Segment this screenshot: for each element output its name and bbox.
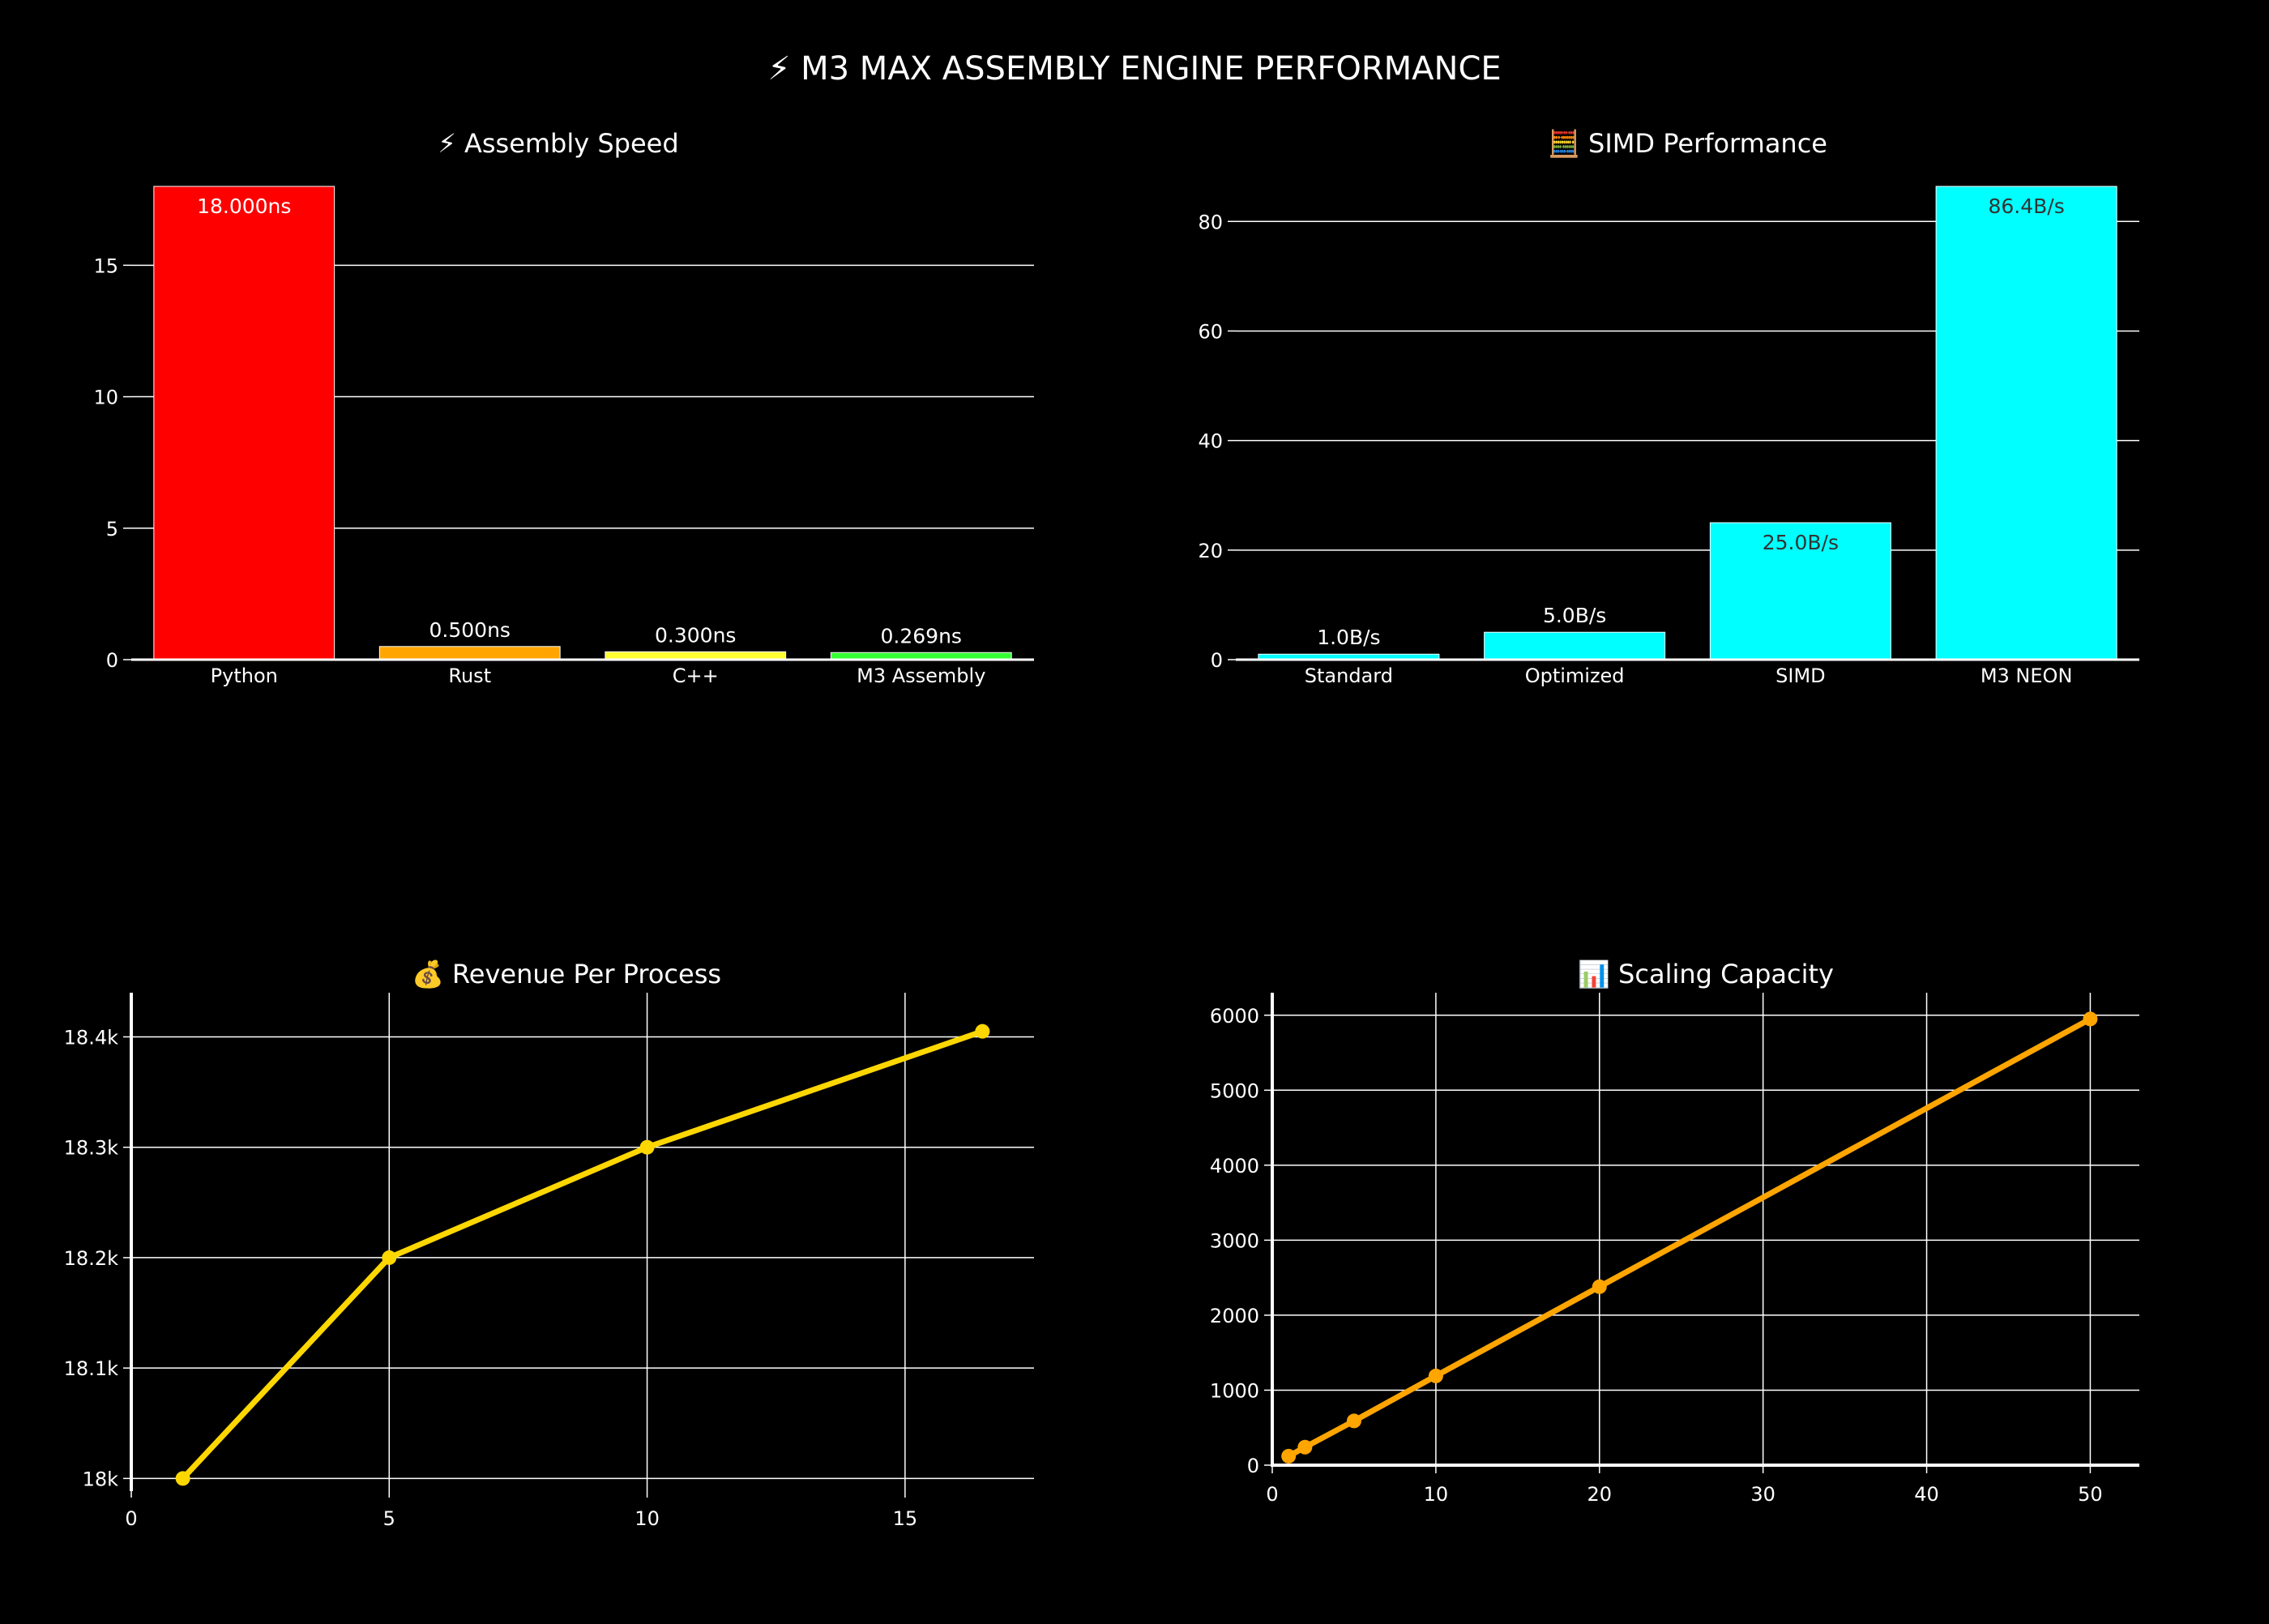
bar — [1709, 522, 1891, 660]
bar-data-label: 0.300ns — [655, 623, 736, 647]
chart-title: 💰 Revenue Per Process — [412, 959, 721, 989]
data-point — [1297, 1439, 1313, 1455]
bar-data-label: 18.000ns — [197, 194, 291, 218]
y-tick-label: 0 — [106, 649, 118, 672]
y-tick-label: 18.3k — [64, 1137, 118, 1160]
charts-group: ⚡ Assembly Speed 0 5 10 15 18.000ns Python 0.50… — [64, 128, 2139, 1530]
y-tick-label: 1000 — [1210, 1379, 1259, 1402]
x-tick-label: 30 — [1750, 1483, 1775, 1506]
bar-data-label: 5.0B/s — [1543, 604, 1606, 627]
x-tick-label: 10 — [1424, 1483, 1449, 1506]
data-point — [382, 1250, 397, 1265]
y-tick-label: 10 — [93, 387, 118, 409]
bar-data-label: 0.500ns — [429, 618, 511, 642]
y-tick-label: 0 — [1247, 1455, 1259, 1477]
y-tick-label: 0 — [1211, 649, 1223, 672]
y-tick-label: 4000 — [1210, 1155, 1259, 1177]
bar-data-label: 1.0B/s — [1317, 626, 1380, 649]
y-tick-label: 18.4k — [64, 1026, 118, 1049]
y-tick-label: 18k — [83, 1468, 119, 1490]
y-tick-label: 18.2k — [64, 1247, 118, 1270]
chart-assembly-speed: ⚡ Assembly Speed 0 5 10 15 18.000ns Python 0.50… — [93, 128, 1034, 687]
y-tick-label: 2000 — [1210, 1305, 1259, 1327]
y-tick-label: 40 — [1198, 430, 1223, 453]
y-tick-label: 18.1k — [64, 1357, 118, 1380]
chart-title: 🧮 SIMD Performance — [1548, 128, 1827, 159]
data-point — [1428, 1368, 1443, 1383]
bar-data-label: 25.0B/s — [1763, 531, 1839, 554]
y-tick-label: 3000 — [1210, 1229, 1259, 1252]
y-tick-label: 5 — [106, 518, 118, 541]
y-tick-label: 5000 — [1210, 1079, 1259, 1102]
series-line — [181, 1028, 984, 1481]
x-category-label: Standard — [1305, 665, 1393, 687]
bar — [153, 186, 335, 660]
x-category-label: Python — [211, 665, 278, 687]
bar — [1935, 186, 2117, 660]
x-category-label: M3 NEON — [1981, 665, 2073, 687]
y-tick-label: 80 — [1198, 211, 1223, 233]
x-category-label: Rust — [448, 665, 491, 687]
data-point — [639, 1139, 655, 1155]
bar-data-label: 0.269ns — [881, 624, 962, 647]
chart-title: ⚡ Assembly Speed — [438, 128, 678, 159]
bar — [1484, 631, 1666, 660]
data-point — [1281, 1448, 1297, 1464]
y-tick-label: 20 — [1198, 540, 1223, 562]
bar — [378, 646, 561, 660]
x-tick-label: 40 — [1914, 1483, 1939, 1506]
x-tick-label: 0 — [125, 1507, 137, 1530]
y-tick-label: 6000 — [1210, 1005, 1259, 1028]
x-tick-label: 50 — [2078, 1483, 2103, 1506]
x-tick-label: 15 — [893, 1507, 918, 1530]
y-tick-label: 60 — [1198, 320, 1223, 343]
data-point — [2083, 1011, 2098, 1027]
chart-simd-performance: 🧮 SIMD Performance 0 20 40 60 80 1.0B/s Standar… — [1198, 128, 2139, 687]
x-category-label: M3 Assembly — [857, 665, 985, 687]
x-tick-label: 10 — [635, 1507, 660, 1530]
x-category-label: Optimized — [1525, 665, 1625, 687]
x-category-label: C++ — [673, 665, 719, 687]
page-title: ⚡ M3 MAX ASSEMBLY ENGINE PERFORMANCE — [767, 50, 1501, 88]
y-tick-label: 15 — [93, 254, 118, 277]
chart-scaling-capacity: 📊 Scaling Capacity 0 1000 2000 3000 4000 5000 6… — [1210, 959, 2139, 1506]
x-category-label: SIMD — [1775, 665, 1826, 687]
x-tick-label: 20 — [1587, 1483, 1613, 1506]
chart-revenue-per-process: 💰 Revenue Per Process 18k 18.1k 18.2k 18.3k 1… — [64, 959, 1034, 1530]
chart-title: 📊 Scaling Capacity — [1578, 959, 1834, 989]
bar-data-label: 86.4B/s — [1988, 194, 2064, 218]
data-point — [175, 1471, 190, 1486]
x-tick-label: 0 — [1266, 1483, 1278, 1506]
data-point — [975, 1024, 990, 1039]
data-point — [1592, 1279, 1607, 1294]
data-point — [1346, 1413, 1361, 1429]
x-tick-label: 5 — [383, 1507, 395, 1530]
